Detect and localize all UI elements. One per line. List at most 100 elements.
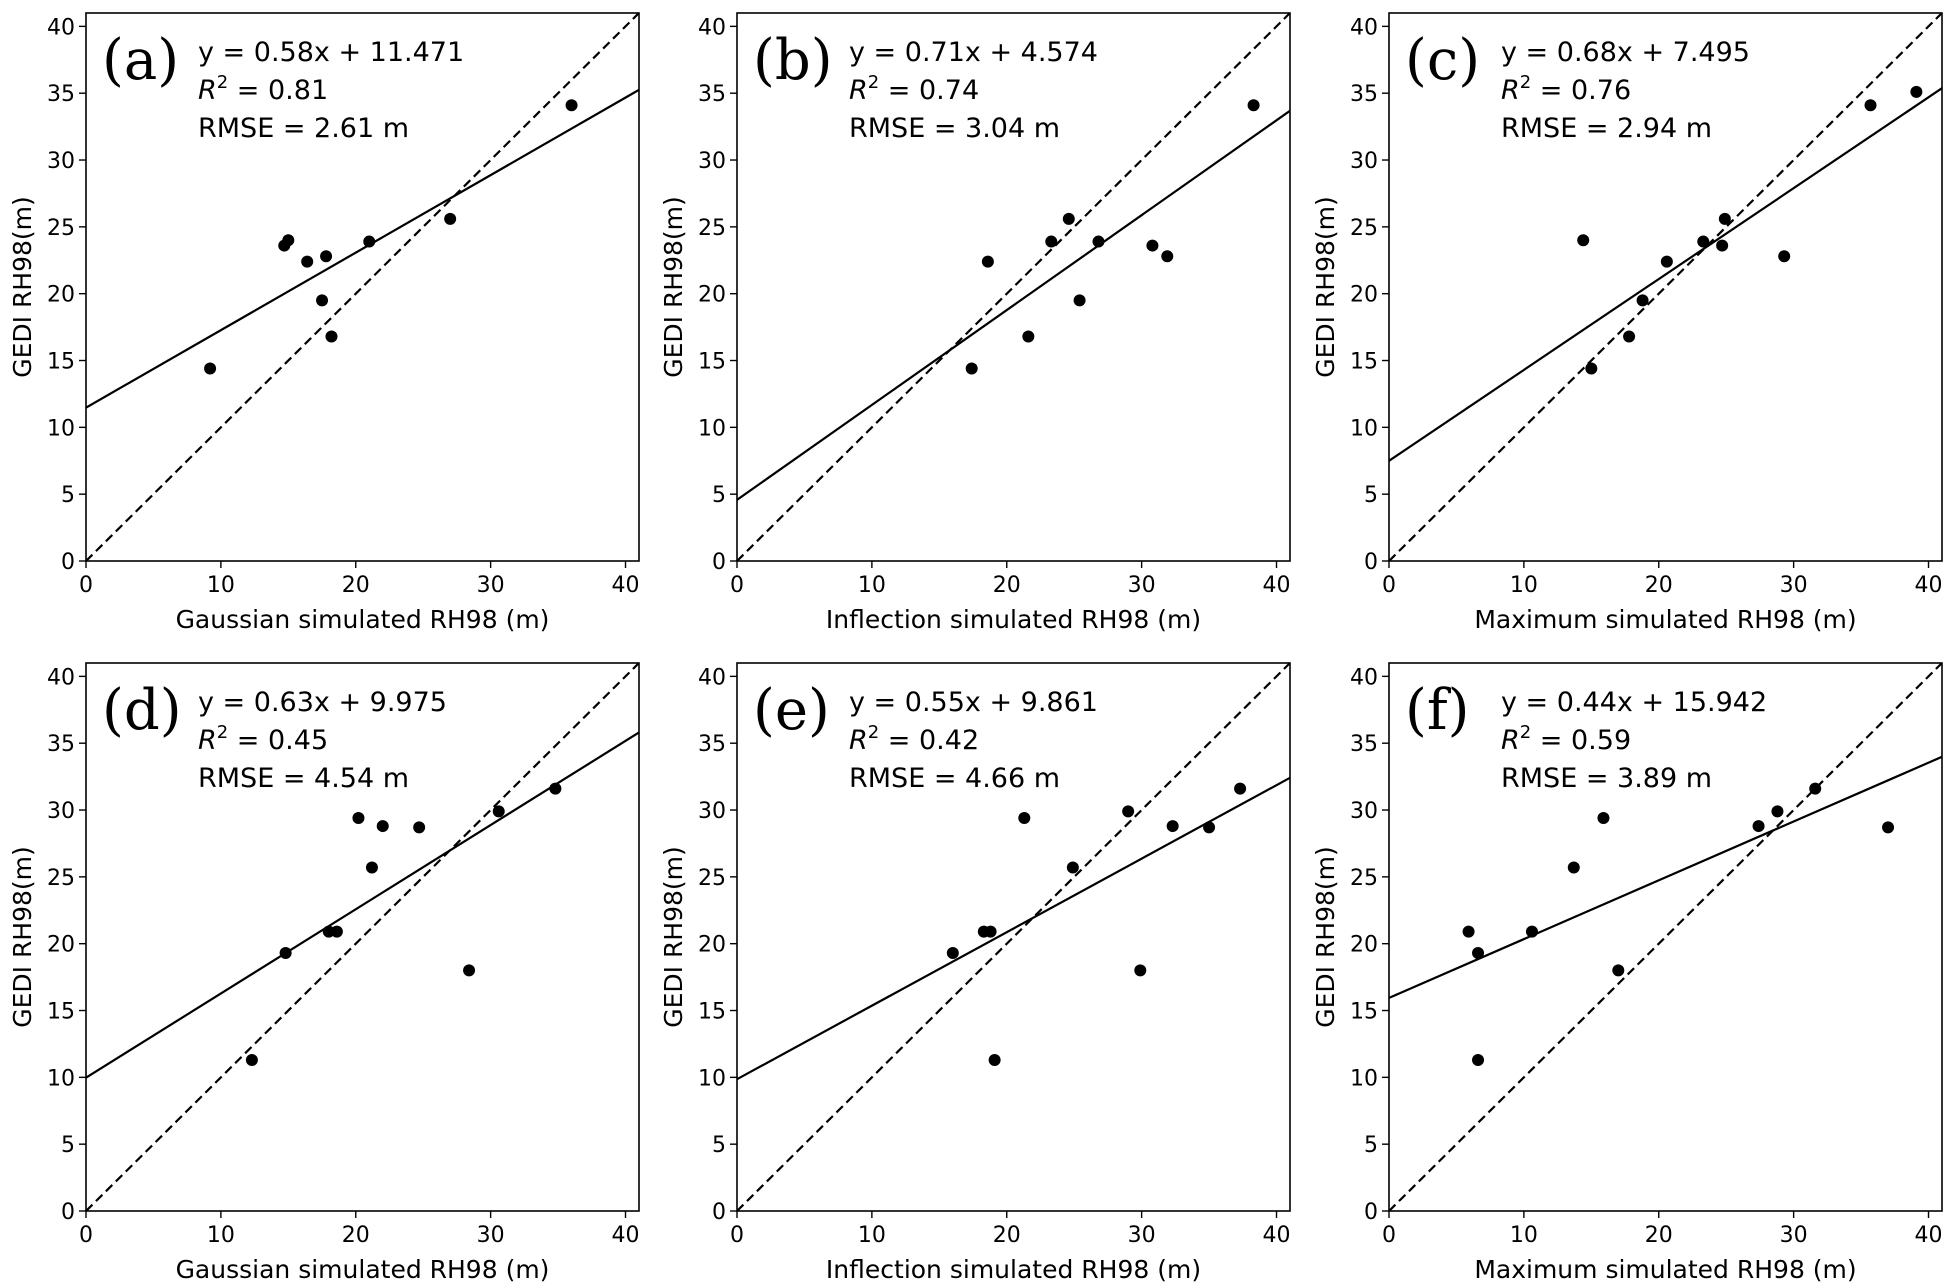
y-axis-label: GEDI RH98(m)	[8, 196, 37, 378]
x-axis-label: Maximum simulated RH98 (m)	[1474, 1255, 1856, 1284]
x-axis-label: Inflection simulated RH98 (m)	[826, 1255, 1201, 1284]
one-to-one-line	[1389, 13, 1942, 561]
y-tick-label: 30	[698, 149, 726, 174]
y-tick-label: 5	[61, 483, 75, 508]
rmse-label: RMSE = 4.66 m	[849, 763, 1060, 794]
y-tick-label: 5	[61, 1133, 75, 1158]
regression-line	[737, 776, 1290, 1081]
regression-line	[1389, 87, 1942, 462]
y-tick-label: 25	[47, 216, 75, 241]
data-point	[330, 925, 343, 938]
scatter-panel-e: 0 10 20 30 40 0 5 10 15 20 25 30 35 40 Inflection simu…	[659, 662, 1291, 1284]
regression-line	[737, 109, 1290, 501]
x-tick-label: 40	[1263, 573, 1291, 598]
panel-letter: (b)	[753, 28, 833, 93]
r-symbol: R	[1501, 725, 1520, 756]
plot-frame	[736, 12, 1291, 562]
data-point	[1882, 821, 1895, 834]
one-to-one-line	[1389, 663, 1942, 1211]
x-axis-label: Inflection simulated RH98 (m)	[826, 605, 1201, 634]
panel-letter: (e)	[753, 678, 830, 743]
x-tick-label: 10	[1510, 1223, 1538, 1248]
data-point	[1045, 235, 1058, 248]
data-point	[325, 330, 338, 343]
plot-frame	[736, 662, 1291, 1212]
x-tick-label: 10	[207, 573, 235, 598]
data-point	[1585, 362, 1598, 375]
y-tick-label: 25	[1350, 216, 1378, 241]
y-tick-label: 40	[698, 15, 726, 40]
x-tick-label: 20	[1645, 1223, 1673, 1248]
r-squared-exponent: 2	[1520, 72, 1531, 93]
scatter-panel-d: 0 10 20 30 40 0 5 10 15 20 25 30 35 40 Gaussian simula…	[8, 662, 640, 1284]
data-point	[1525, 925, 1538, 938]
y-tick-label: 10	[47, 416, 75, 441]
regression-line	[86, 731, 639, 1079]
data-point	[565, 99, 578, 112]
data-point	[1752, 820, 1765, 833]
data-point	[1636, 294, 1649, 307]
x-tick-label: 0	[79, 573, 93, 598]
x-tick-label: 40	[612, 1223, 640, 1248]
data-point	[549, 782, 562, 795]
regression-equation: y = 0.63x + 9.975	[198, 687, 447, 718]
regression-equation: y = 0.55x + 9.861	[849, 687, 1098, 718]
data-point	[984, 925, 997, 938]
x-axis-label: Gaussian simulated RH98 (m)	[176, 605, 550, 634]
y-tick-label: 10	[1350, 1066, 1378, 1091]
regression-line	[86, 88, 639, 409]
data-point	[1809, 782, 1822, 795]
y-tick-label: 0	[712, 550, 726, 575]
r-squared-label: R2 = 0.45	[198, 722, 328, 756]
y-tick-label: 35	[47, 732, 75, 757]
data-point	[1066, 861, 1079, 874]
data-point	[1018, 812, 1031, 825]
y-tick-label: 20	[698, 283, 726, 308]
one-to-one-line	[86, 13, 639, 561]
plot-frame	[85, 662, 640, 1212]
y-tick-label: 20	[47, 283, 75, 308]
r-symbol: R	[849, 725, 868, 756]
y-tick-label: 0	[712, 1200, 726, 1225]
data-point	[1247, 99, 1260, 112]
y-axis-label: GEDI RH98(m)	[1311, 196, 1340, 378]
x-tick-label: 0	[1382, 573, 1396, 598]
x-tick-label: 0	[730, 1223, 744, 1248]
y-tick-label: 0	[61, 1200, 75, 1225]
x-tick-label: 10	[858, 1223, 886, 1248]
x-axis-label: Maximum simulated RH98 (m)	[1474, 605, 1856, 634]
regression-equation: y = 0.58x + 11.471	[198, 37, 464, 68]
r-squared-label: R2 = 0.81	[198, 72, 328, 106]
y-tick-label: 5	[712, 1133, 726, 1158]
y-tick-label: 30	[1350, 799, 1378, 824]
data-point	[1771, 805, 1784, 818]
r-squared-value: = 0.74	[879, 75, 979, 106]
x-tick-label: 20	[342, 573, 370, 598]
r-squared-exponent: 2	[868, 722, 879, 743]
x-tick-label: 30	[1780, 1223, 1808, 1248]
data-point	[363, 235, 376, 248]
y-tick-label: 0	[61, 550, 75, 575]
r-squared-value: = 0.42	[879, 725, 979, 756]
data-point	[1697, 235, 1710, 248]
data-point	[1910, 85, 1923, 98]
data-point	[965, 362, 978, 375]
y-tick-label: 0	[1364, 550, 1378, 575]
data-point	[1092, 235, 1105, 248]
panel-letter: (a)	[102, 28, 179, 93]
y-tick-label: 25	[698, 216, 726, 241]
y-tick-label: 20	[1350, 283, 1378, 308]
y-tick-label: 15	[1350, 1000, 1378, 1025]
data-point	[316, 294, 329, 307]
y-axis-label: GEDI RH98(m)	[8, 846, 37, 1028]
plot-frame	[85, 12, 640, 562]
data-point	[1612, 964, 1625, 977]
x-tick-label: 30	[1128, 573, 1156, 598]
scatter-panel-c: 0 10 20 30 40 0 5 10 15 20 25 30 35 40 Maximum simulat…	[1311, 12, 1943, 634]
data-point	[1146, 239, 1159, 252]
x-tick-label: 40	[612, 573, 640, 598]
y-axis-label: GEDI RH98(m)	[1311, 846, 1340, 1028]
one-to-one-line	[737, 663, 1290, 1211]
r-squared-exponent: 2	[1520, 722, 1531, 743]
